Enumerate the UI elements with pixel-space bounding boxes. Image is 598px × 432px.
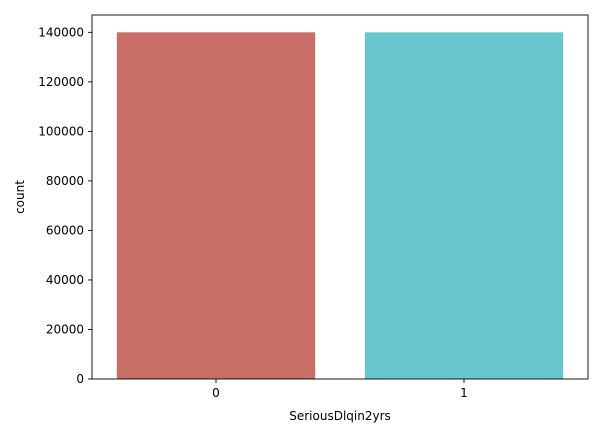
- x-tick-label: 0: [212, 386, 220, 400]
- y-tick-label: 60000: [46, 223, 84, 237]
- y-axis-label: count: [13, 180, 27, 214]
- y-tick-label: 140000: [38, 25, 84, 39]
- y-tick-label: 0: [76, 372, 84, 386]
- plot-frame: [91, 14, 589, 380]
- y-tick-label: 120000: [38, 75, 84, 89]
- bar-1: [364, 32, 564, 379]
- y-tick-label: 20000: [46, 322, 84, 336]
- plot-area: [116, 32, 564, 379]
- x-tick-label: 1: [460, 386, 468, 400]
- y-tick-label: 100000: [38, 124, 84, 138]
- x-axis-label: SeriousDlqin2yrs: [289, 409, 391, 423]
- y-tick-label: 80000: [46, 174, 84, 188]
- y-tick-label: 40000: [46, 273, 84, 287]
- y-axis: 0 20000 40000 60000 80000 100000 120000 140000: [38, 25, 92, 386]
- bar-0: [116, 32, 316, 379]
